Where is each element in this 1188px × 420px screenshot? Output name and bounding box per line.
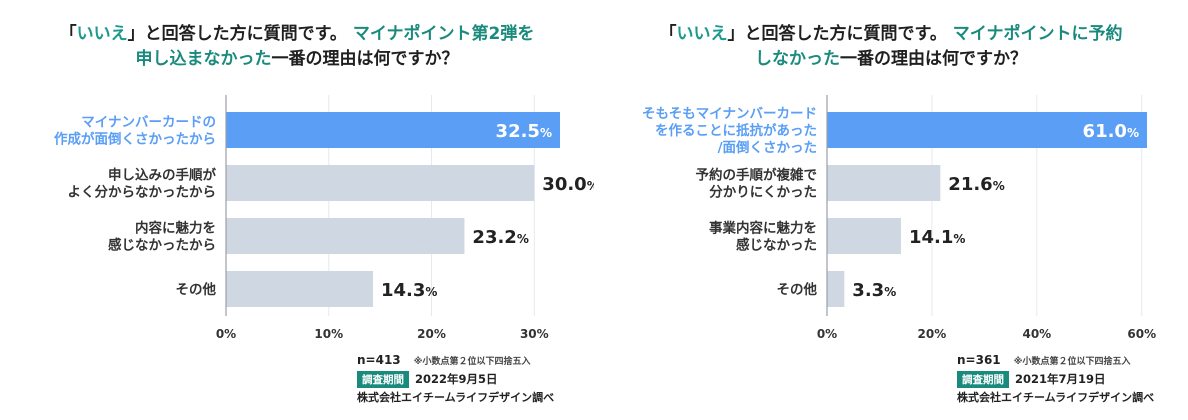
category-label: そもそもマイナンバーカード xyxy=(642,106,817,122)
category-label: 分かりにくかった xyxy=(709,185,817,201)
title-middle: と回答した方に質問です。 xyxy=(744,24,947,44)
category-label: 申し込みの手順が xyxy=(108,167,216,184)
chart-title: 「いいえ」と回答した方に質問です。 マイナポイントに予約 しなかった一番の理由は… xyxy=(594,22,1188,72)
category-label: 予約の手順が複雑で xyxy=(696,167,818,184)
x-tick-label: 10% xyxy=(314,327,343,341)
title-highlight-2: しなかった xyxy=(755,49,840,69)
title-close-bracket: 」 xyxy=(727,24,745,44)
category-label: その他 xyxy=(777,281,818,298)
left-chart-panel: 「いいえ」と回答した方に質問です。 マイナポイント第2弾を 申し込まなかった一番… xyxy=(0,22,594,404)
title-open-bracket: 「 xyxy=(659,24,677,44)
title-tail: 一番の理由は何ですか？ xyxy=(840,49,1027,69)
bar-value-label: 23.2% xyxy=(472,227,528,248)
source-credit: 株式会社エイチームライフデザイン調べ xyxy=(357,391,555,404)
rounding-note: ※小数点第２位以下四捨五入 xyxy=(1013,357,1131,367)
bar xyxy=(226,112,560,148)
source-credit: 株式会社エイチームライフデザイン調べ xyxy=(957,391,1155,404)
category-label: よく分からなかったから xyxy=(68,185,217,201)
x-tick-label: 20% xyxy=(918,327,947,341)
title-middle: と回答した方に質問です。 xyxy=(144,24,347,44)
title-highlight-1: マイナポイント第2弾を xyxy=(352,24,535,44)
sample-size: n=361 xyxy=(957,353,1001,367)
bar xyxy=(827,165,941,201)
bar-value-label: 30.0% xyxy=(542,174,594,195)
title-close-bracket: 」 xyxy=(127,24,145,44)
bar xyxy=(226,271,373,307)
category-label: を作ることに抵抗があった xyxy=(655,122,817,139)
bar-value-label: 3.3% xyxy=(852,280,896,301)
title-tail: 一番の理由は何ですか？ xyxy=(271,49,459,69)
title-highlight-1: マイナポイントに予約 xyxy=(952,24,1123,44)
bar xyxy=(226,218,465,254)
title-open-bracket: 「 xyxy=(59,24,77,44)
x-tick-label: 0% xyxy=(817,327,837,341)
bar-value-label: 21.6% xyxy=(948,174,1004,195)
title-quote: いいえ xyxy=(76,24,128,44)
bar xyxy=(827,271,845,307)
category-label: 作成が面倒くさかったから xyxy=(54,131,216,148)
category-label: 内容に魅力を xyxy=(135,220,216,237)
bar-chart: 0% 20% 40% 60% 61.0% そもそもマイナンバーカードを作ることに抵抗があっ… xyxy=(642,95,1156,341)
bar xyxy=(226,165,535,201)
period-badge: 調査期間 xyxy=(957,371,1009,388)
category-label: 事業内容に魅力を xyxy=(709,220,817,237)
rounding-note: ※小数点第２位以下四捨五入 xyxy=(413,357,531,367)
category-label: /面倒くさかった xyxy=(718,139,817,156)
title-highlight-2: 申し込まなかった xyxy=(135,49,272,69)
x-tick-label: 40% xyxy=(1022,327,1051,341)
title-quote: いいえ xyxy=(676,24,728,44)
category-label: 感じなかったから xyxy=(108,237,216,254)
chart-title: 「いいえ」と回答した方に質問です。 マイナポイント第2弾を 申し込まなかった一番… xyxy=(0,22,594,72)
category-label: その他 xyxy=(176,281,217,298)
period-date: 2022年9月5日 xyxy=(415,372,498,386)
sample-size: n=413 xyxy=(357,353,401,367)
bar-value-label: 32.5% xyxy=(496,121,552,142)
x-tick-label: 30% xyxy=(520,327,549,341)
survey-period: 調査期間 2022年9月5日 xyxy=(357,368,498,388)
chart-footer: n=413 ※小数点第２位以下四捨五入 xyxy=(357,349,531,368)
bar-value-label: 14.3% xyxy=(381,280,437,301)
category-label: マイナンバーカードの xyxy=(81,115,216,131)
period-date: 2021年7月19日 xyxy=(1015,372,1106,386)
period-badge: 調査期間 xyxy=(357,371,409,388)
x-tick-label: 60% xyxy=(1127,327,1156,341)
bar-value-label: 14.1% xyxy=(909,227,965,248)
right-chart-panel: 「いいえ」と回答した方に質問です。 マイナポイントに予約 しなかった一番の理由は… xyxy=(594,0,1188,420)
survey-period: 調査期間 2021年7月19日 xyxy=(957,368,1106,388)
chart-footer: n=361 ※小数点第２位以下四捨五入 xyxy=(957,349,1131,368)
bar-value-label: 61.0% xyxy=(1083,121,1139,142)
bar xyxy=(827,218,901,254)
x-tick-label: 20% xyxy=(417,327,446,341)
x-tick-label: 0% xyxy=(216,327,236,341)
category-label: 感じなかった xyxy=(736,237,817,254)
bar xyxy=(827,112,1147,148)
